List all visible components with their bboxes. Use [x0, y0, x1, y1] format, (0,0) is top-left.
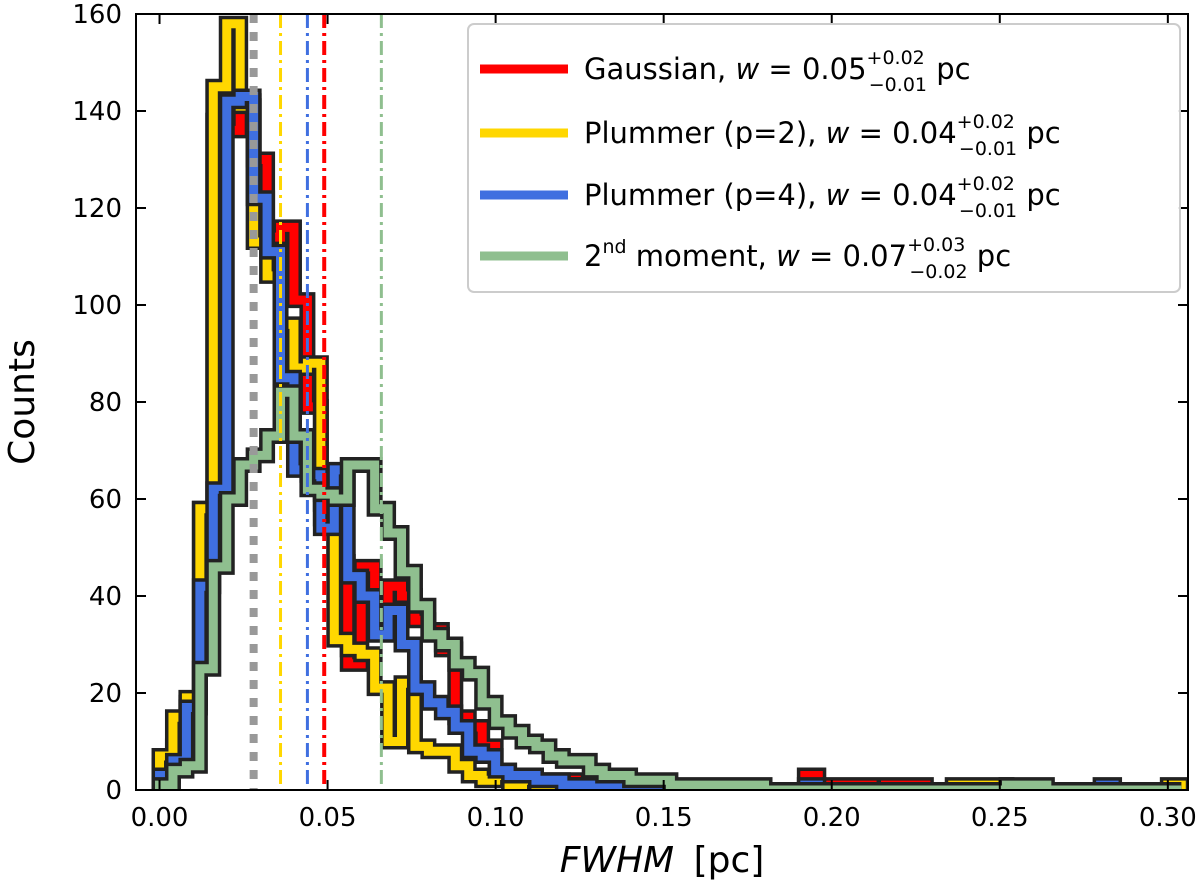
y-tick-label: 140 — [72, 97, 122, 127]
x-axis-title: FWHM [pc] — [560, 840, 765, 881]
legend-box — [467, 23, 1181, 293]
y-tick-label: 20 — [89, 679, 122, 709]
hist-outline-2nd-moment — [151, 384, 1182, 790]
legend-label-gaussian: Gaussian, w = 0.05+0.02 −0.01 pc — [584, 47, 971, 96]
legend-label-2nd-moment: 2nd moment, w = 0.07+0.03 −0.02 pc — [584, 234, 1011, 283]
axes: 0.00 0.05 0.10 0.15 0.20 0.25 0.30 0 20 40 60 80 100… — [72, 0, 1196, 833]
x-tick-label: 0.05 — [299, 803, 357, 833]
y-tick-label: 0 — [105, 776, 122, 806]
y-tick-label: 40 — [89, 582, 122, 612]
y-tick-label: 120 — [72, 194, 122, 224]
y-tick-label: 100 — [72, 291, 122, 321]
y-tick-label: 80 — [89, 388, 122, 418]
median-lines — [249, 14, 383, 790]
x-tick-label: 0.00 — [131, 803, 189, 833]
legend: Gaussian, w = 0.05+0.02 −0.01 pc Plummer … — [467, 23, 1181, 293]
x-tick-label: 0.25 — [971, 803, 1029, 833]
legend-label-plummer-p2: Plummer (p=2), w = 0.04+0.02 −0.01 pc — [584, 111, 1061, 160]
y-axis-title: Counts — [2, 339, 43, 465]
x-tick-label: 0.10 — [467, 803, 525, 833]
x-tick-label: 0.30 — [1139, 803, 1197, 833]
x-axis-title-unit: [pc] — [694, 840, 765, 881]
y-tick-label: 160 — [72, 0, 122, 30]
y-tick-label: 60 — [89, 485, 122, 515]
x-tick-label: 0.20 — [803, 803, 861, 833]
x-tick-label: 0.15 — [635, 803, 693, 833]
legend-label-plummer-p4: Plummer (p=4), w = 0.04+0.02 −0.01 pc — [584, 173, 1061, 222]
x-axis-title-main: FWHM — [560, 840, 674, 881]
